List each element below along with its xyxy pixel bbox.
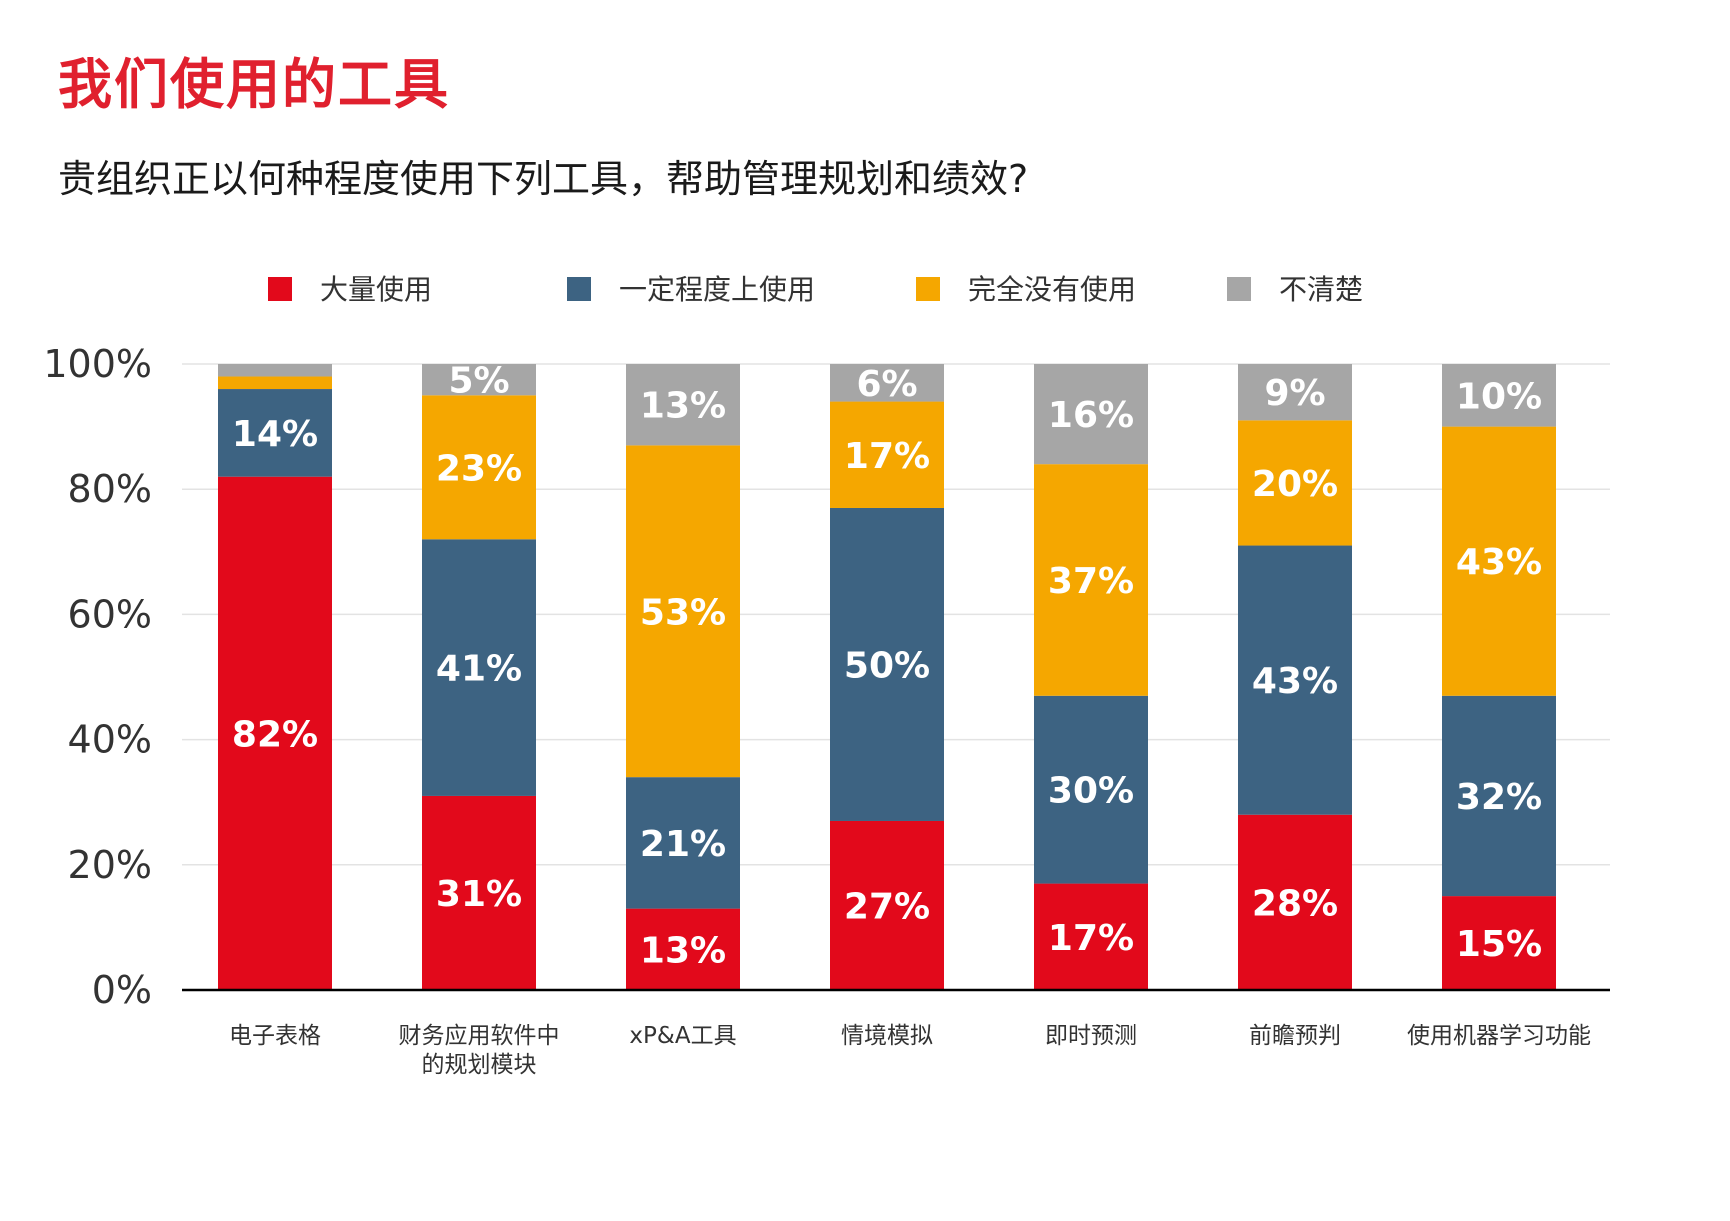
- bar-segment: [1034, 883, 1148, 990]
- data-label: 17%: [1048, 918, 1134, 959]
- x-tick-label: 前瞻预判: [1249, 1023, 1341, 1049]
- bar-segment: [830, 401, 944, 508]
- data-label: 5%: [448, 361, 509, 402]
- bar-segment: [1442, 426, 1556, 696]
- x-tick-label: 使用机器学习功能: [1407, 1023, 1591, 1049]
- bar-segment: [1238, 364, 1352, 421]
- data-label: 13%: [640, 930, 726, 971]
- data-label: 43%: [1252, 661, 1338, 702]
- bar-segment: [830, 820, 944, 990]
- data-label: 82%: [232, 714, 318, 755]
- bar-segment: [626, 777, 740, 909]
- data-label: 37%: [1048, 561, 1134, 602]
- bar-segment: [1442, 695, 1556, 897]
- bar-segment: [1442, 896, 1556, 990]
- x-tick-label: 财务应用软件中: [399, 1023, 560, 1049]
- bar-segment: [218, 389, 332, 477]
- legend-label: 不清楚: [1279, 273, 1363, 306]
- data-label: 32%: [1456, 777, 1542, 818]
- legend-label: 完全没有使用: [968, 273, 1136, 306]
- data-label: 6%: [856, 364, 917, 405]
- data-label: 50%: [844, 645, 930, 686]
- legend-label: 一定程度上使用: [619, 273, 815, 306]
- page-title: 我们使用的工具: [58, 53, 450, 116]
- bar-segment: [1034, 464, 1148, 696]
- bar-segment: [218, 364, 332, 377]
- bar-segment: [830, 507, 944, 821]
- x-tick-label: 的规划模块: [422, 1052, 537, 1078]
- bar-segment: [1238, 814, 1352, 990]
- data-label: 30%: [1048, 771, 1134, 812]
- data-label: 31%: [436, 874, 522, 915]
- bar-segment: [1238, 420, 1352, 546]
- data-label: 53%: [640, 592, 726, 633]
- data-label: 14%: [232, 414, 318, 455]
- data-label: 27%: [844, 886, 930, 927]
- bar-segment: [422, 539, 536, 796]
- legend-label: 大量使用: [320, 273, 432, 306]
- data-label: 41%: [436, 649, 522, 690]
- data-label: 17%: [844, 436, 930, 477]
- data-label: 28%: [1252, 883, 1338, 924]
- bar-segment: [1034, 364, 1148, 465]
- x-tick-label: xP&A工具: [629, 1023, 736, 1049]
- y-tick-label: 80%: [68, 467, 152, 511]
- legend-swatch: [916, 277, 940, 301]
- legend-swatch: [567, 277, 591, 301]
- bar-segment: [1238, 545, 1352, 815]
- x-tick-label: 即时预测: [1045, 1023, 1137, 1049]
- data-label: 21%: [640, 824, 726, 865]
- page-subtitle: 贵组织正以何种程度使用下列工具，帮助管理规划和绩效?: [58, 157, 1029, 201]
- y-tick-label: 0%: [92, 968, 152, 1012]
- bar-segment: [626, 364, 740, 446]
- bar-segment: [422, 795, 536, 990]
- data-label: 16%: [1048, 395, 1134, 436]
- x-tick-label: 电子表格: [229, 1023, 321, 1049]
- bar-segment: [1442, 364, 1556, 427]
- bar-segment: [830, 364, 944, 402]
- bar-segment: [626, 445, 740, 778]
- bar-segment: [422, 364, 536, 396]
- y-tick-label: 100%: [43, 342, 152, 386]
- bar-segment: [218, 476, 332, 990]
- bar-segment: [218, 376, 332, 390]
- data-label: 23%: [436, 448, 522, 489]
- bar-segment: [422, 395, 536, 540]
- data-label: 43%: [1456, 542, 1542, 583]
- data-label: 10%: [1456, 376, 1542, 417]
- data-label: 13%: [640, 386, 726, 427]
- data-label: 15%: [1456, 924, 1542, 965]
- data-label: 20%: [1252, 464, 1338, 505]
- data-label: 9%: [1264, 373, 1325, 414]
- y-tick-label: 60%: [68, 592, 152, 636]
- x-tick-label: 情境模拟: [841, 1023, 933, 1049]
- legend-swatch: [268, 277, 292, 301]
- bar-segment: [1034, 695, 1148, 884]
- y-tick-label: 20%: [68, 843, 152, 887]
- legend-swatch: [1227, 277, 1251, 301]
- bar-segment: [626, 908, 740, 990]
- y-tick-label: 40%: [68, 718, 152, 762]
